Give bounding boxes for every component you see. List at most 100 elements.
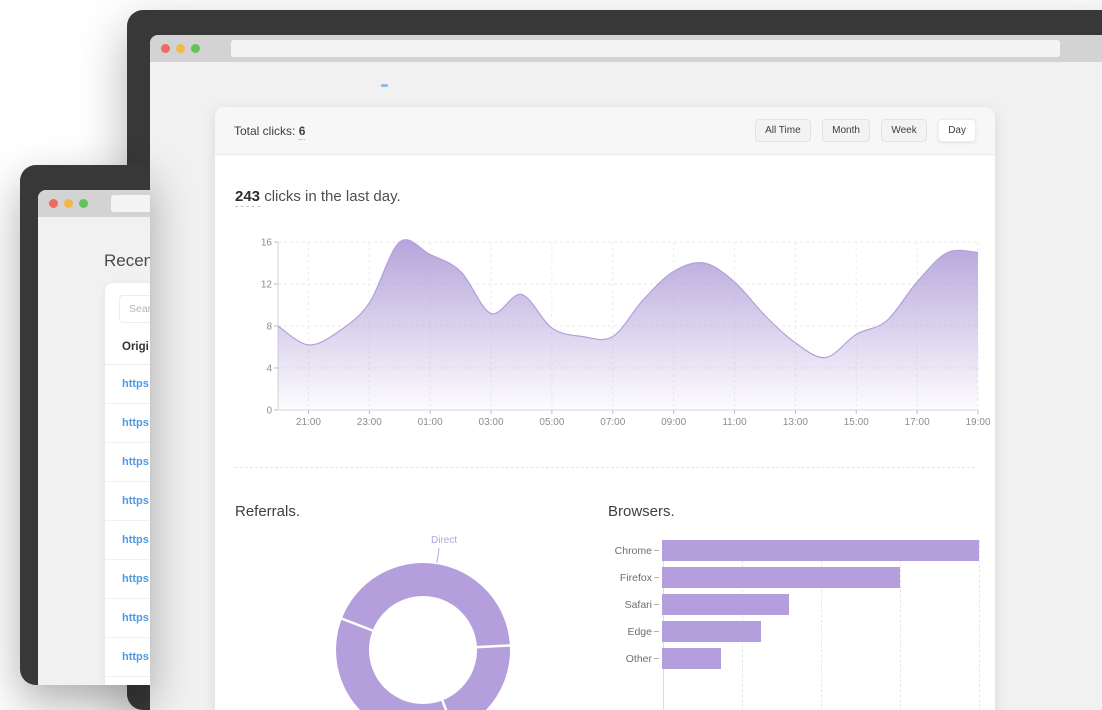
address-bar[interactable] <box>111 195 150 212</box>
bar-edge <box>662 621 761 642</box>
referrals-donut-chart <box>328 540 518 710</box>
back-window-chrome: Recen Origi https: https: https: https: … <box>38 190 150 685</box>
back-window-viewport: Recen Origi https: https: https: https: … <box>38 217 150 685</box>
back-window-titlebar <box>38 190 150 217</box>
table-column-header: Origi <box>122 341 149 353</box>
axis-tick <box>654 631 659 632</box>
back-browser-window: Recen Origi https: https: https: https: … <box>20 165 150 685</box>
axis-tick <box>654 604 659 605</box>
clicks-count: 243 <box>235 188 260 207</box>
svg-text:19:00: 19:00 <box>965 417 990 428</box>
stats-card-header: Total clicks: 6 All Time Month Week Day <box>215 107 995 155</box>
front-window-chrome: Total clicks: 6 All Time Month Week Day … <box>150 35 1102 710</box>
front-window-titlebar <box>150 35 1102 62</box>
svg-text:13:00: 13:00 <box>783 417 808 428</box>
bar-row: Firefox <box>560 567 979 588</box>
recent-links-title: Recen <box>104 251 150 271</box>
svg-text:15:00: 15:00 <box>844 417 869 428</box>
svg-text:23:00: 23:00 <box>357 417 382 428</box>
referrals-section-title: Referrals. <box>235 503 300 520</box>
bar-track <box>662 567 979 588</box>
svg-text:05:00: 05:00 <box>539 417 564 428</box>
table-row[interactable]: https: <box>105 638 150 677</box>
axis-tick <box>654 550 659 551</box>
short-link[interactable]: https: <box>122 612 150 624</box>
axis-tick <box>654 577 659 578</box>
bar-safari <box>662 594 789 615</box>
range-button-group: All Time Month Week Day <box>748 119 976 142</box>
range-button-all-time[interactable]: All Time <box>755 119 811 142</box>
clicks-area-chart: 0 4 8 12 16 21:00 23:00 01:00 03:00 05:00 07:00 09:… <box>260 235 990 430</box>
table-row[interactable]: https: <box>105 443 150 482</box>
bar-category-label: Edge <box>560 626 654 638</box>
bar-category-label: Chrome <box>560 545 654 557</box>
short-link[interactable]: https: <box>122 495 150 507</box>
svg-text:01:00: 01:00 <box>418 417 443 428</box>
table-row[interactable]: https: <box>105 404 150 443</box>
table-row[interactable]: https: <box>105 599 150 638</box>
table-row[interactable]: https: <box>105 365 150 404</box>
total-clicks-label: Total clicks: 6 <box>234 124 305 138</box>
close-button-icon[interactable] <box>161 44 170 53</box>
bar-track <box>662 621 979 642</box>
links-table-card: Origi https: https: https: https: https:… <box>105 283 150 685</box>
bar-row: Edge <box>560 621 979 642</box>
svg-text:12: 12 <box>261 280 273 291</box>
svg-text:8: 8 <box>266 322 272 333</box>
bar-category-label: Firefox <box>560 572 654 584</box>
bar-chrome <box>662 540 979 561</box>
svg-text:09:00: 09:00 <box>661 417 686 428</box>
address-bar[interactable] <box>231 40 1060 57</box>
bar-track <box>662 648 979 669</box>
table-row[interactable]: https: <box>105 521 150 560</box>
short-link[interactable]: https: <box>122 573 150 585</box>
bar-track <box>662 540 979 561</box>
bar-row: Safari <box>560 594 979 615</box>
bar-other <box>662 648 721 669</box>
loading-dash-artifact <box>381 84 388 87</box>
svg-text:17:00: 17:00 <box>905 417 930 428</box>
maximize-button-icon[interactable] <box>79 199 88 208</box>
table-row[interactable]: https: <box>105 560 150 599</box>
search-input[interactable] <box>119 295 150 323</box>
short-link[interactable]: https: <box>122 378 150 390</box>
svg-text:11:00: 11:00 <box>722 417 747 428</box>
bar-row: Other <box>560 648 979 669</box>
short-link[interactable]: https: <box>122 651 150 663</box>
svg-text:03:00: 03:00 <box>479 417 504 428</box>
front-browser-window: Total clicks: 6 All Time Month Week Day … <box>127 10 1102 710</box>
clicks-headline: 243 clicks in the last day. <box>235 188 401 205</box>
svg-text:16: 16 <box>261 238 273 249</box>
svg-text:21:00: 21:00 <box>296 417 321 428</box>
bar-track <box>662 594 979 615</box>
front-window-viewport: Total clicks: 6 All Time Month Week Day … <box>150 62 1102 710</box>
total-clicks-value: 6 <box>299 124 306 140</box>
browsers-bar-chart: Chrome Firefox Safari Edge <box>560 540 979 710</box>
clicks-headline-text: clicks in the last day. <box>260 188 401 205</box>
svg-text:07:00: 07:00 <box>600 417 625 428</box>
stats-card: Total clicks: 6 All Time Month Week Day … <box>215 107 995 710</box>
maximize-button-icon[interactable] <box>191 44 200 53</box>
short-link[interactable]: https: <box>122 456 150 468</box>
bar-category-label: Safari <box>560 599 654 611</box>
section-divider <box>235 467 975 468</box>
range-button-week[interactable]: Week <box>881 119 926 142</box>
bar-row: Chrome <box>560 540 979 561</box>
range-button-day[interactable]: Day <box>938 119 976 142</box>
close-button-icon[interactable] <box>49 199 58 208</box>
browsers-section-title: Browsers. <box>608 503 675 520</box>
total-clicks-text: Total clicks: <box>234 124 295 138</box>
links-table-rows: https: https: https: https: https: https… <box>105 365 150 677</box>
short-link[interactable]: https: <box>122 417 150 429</box>
svg-text:0: 0 <box>266 406 272 417</box>
short-link[interactable]: https: <box>122 534 150 546</box>
svg-text:4: 4 <box>266 364 272 375</box>
table-row[interactable]: https: <box>105 482 150 521</box>
bar-firefox <box>662 567 900 588</box>
bar-category-label: Other <box>560 653 654 665</box>
range-button-month[interactable]: Month <box>822 119 870 142</box>
minimize-button-icon[interactable] <box>176 44 185 53</box>
donut-segment-label: Direct <box>431 535 457 546</box>
axis-tick <box>654 658 659 659</box>
minimize-button-icon[interactable] <box>64 199 73 208</box>
